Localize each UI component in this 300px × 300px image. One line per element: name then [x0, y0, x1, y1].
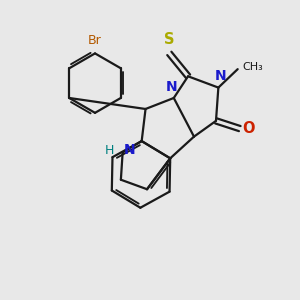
Text: N: N: [215, 69, 226, 83]
Text: Br: Br: [88, 34, 102, 47]
Text: H: H: [104, 143, 114, 157]
Text: N: N: [166, 80, 177, 94]
Text: O: O: [242, 121, 254, 136]
Text: S: S: [164, 32, 175, 47]
Text: CH₃: CH₃: [242, 62, 263, 72]
Text: N: N: [124, 143, 136, 157]
